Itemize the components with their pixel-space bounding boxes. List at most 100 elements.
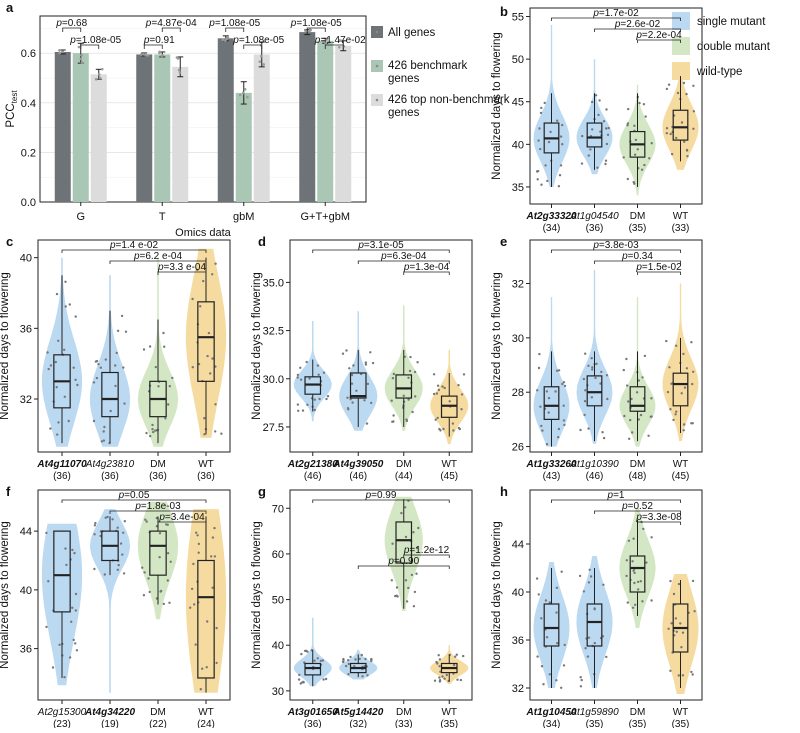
data-point (605, 142, 609, 146)
box (629, 555, 646, 593)
data-point (593, 641, 596, 645)
data-point (124, 330, 128, 333)
data-point (114, 364, 117, 367)
data-point (579, 676, 582, 679)
box (395, 374, 413, 399)
data-point (583, 400, 587, 403)
legend-label-single: single mutant (697, 16, 766, 28)
data-point (390, 579, 393, 582)
data-point (680, 121, 684, 124)
legend-swatch-single (672, 12, 690, 30)
replicate-point (246, 95, 249, 99)
y-axis-title: Normalized days to flowering (0, 272, 11, 420)
bar (317, 40, 334, 202)
data-point (647, 434, 650, 437)
data-point (74, 378, 77, 381)
data-point (370, 401, 373, 405)
data-point (639, 580, 642, 583)
data-point (545, 390, 549, 393)
data-point (586, 655, 590, 658)
replicate-point (144, 53, 147, 57)
data-point (369, 351, 372, 354)
p-value-label: p=3.1e-05 (357, 240, 404, 251)
data-point (627, 539, 631, 542)
data-point (313, 408, 316, 412)
data-point (415, 546, 419, 550)
box (543, 386, 560, 420)
data-point (121, 553, 124, 556)
data-point (454, 655, 457, 658)
data-point (189, 606, 192, 609)
data-point (441, 385, 444, 388)
data-point (214, 262, 217, 265)
data-point (403, 506, 407, 509)
data-point (605, 108, 608, 111)
x-tick-label: At5g14420 (332, 707, 383, 718)
data-point (589, 575, 593, 578)
data-point (596, 166, 599, 169)
violin-single (339, 649, 378, 680)
data-point (690, 670, 693, 674)
data-point (64, 305, 67, 308)
y-tick-label: 36 (20, 323, 32, 335)
data-point (545, 443, 549, 446)
data-point (622, 156, 625, 159)
data-point (145, 520, 148, 523)
data-point (594, 376, 597, 380)
data-point (629, 418, 632, 422)
data-point (64, 280, 67, 283)
panel-h: h 32 36 40 44 Normalized days to flowering At1… (491, 484, 703, 730)
data-point (296, 376, 299, 379)
data-point (400, 511, 403, 515)
data-point (544, 164, 547, 167)
data-point (297, 409, 300, 412)
data-point (438, 658, 442, 661)
data-point (412, 605, 416, 608)
data-point (670, 152, 674, 156)
bar (253, 54, 270, 202)
data-point (448, 400, 451, 403)
data-point (437, 654, 440, 657)
data-point (590, 396, 594, 399)
p-value-label: p=2.2e-04 (635, 30, 682, 41)
data-point (631, 431, 634, 434)
x-tick-label: At2g33320 (525, 211, 576, 222)
data-point (111, 518, 114, 521)
p-value-label: p=0.34 (621, 251, 653, 262)
p-value-label: p=6.2 e-04 (133, 251, 183, 262)
p-bracket (357, 565, 450, 569)
legend-point (375, 98, 379, 102)
p-value-label: p=1.08e-05 (290, 18, 342, 29)
data-point (99, 534, 102, 538)
data-point (538, 127, 541, 130)
p-value-label: p=1.08e-05 (208, 18, 260, 29)
data-point (557, 369, 561, 372)
data-point (213, 526, 216, 530)
y-tick-label: 45 (512, 97, 524, 109)
x-axis-title: Omics data (175, 227, 232, 239)
data-point (405, 600, 409, 603)
data-point (407, 586, 410, 590)
violin-double (619, 84, 656, 196)
data-point (351, 401, 354, 404)
p-value-label: p=3.4e-04 (158, 512, 205, 523)
data-point (57, 421, 60, 424)
data-point (109, 409, 112, 413)
y-tick-label: 50 (272, 595, 284, 607)
data-point (650, 599, 653, 602)
data-point (644, 115, 647, 118)
data-point (665, 339, 668, 343)
data-point (94, 521, 97, 525)
data-point (210, 555, 213, 558)
box (586, 375, 603, 407)
data-point (451, 422, 455, 425)
data-point (438, 665, 441, 668)
p-value-label: p=0.90 (387, 556, 419, 567)
replicate-point (94, 77, 98, 81)
data-point (626, 122, 630, 125)
violin-wt (430, 349, 469, 445)
data-point (540, 665, 544, 668)
data-point (602, 120, 606, 123)
data-point (602, 583, 605, 586)
data-point (162, 602, 165, 606)
